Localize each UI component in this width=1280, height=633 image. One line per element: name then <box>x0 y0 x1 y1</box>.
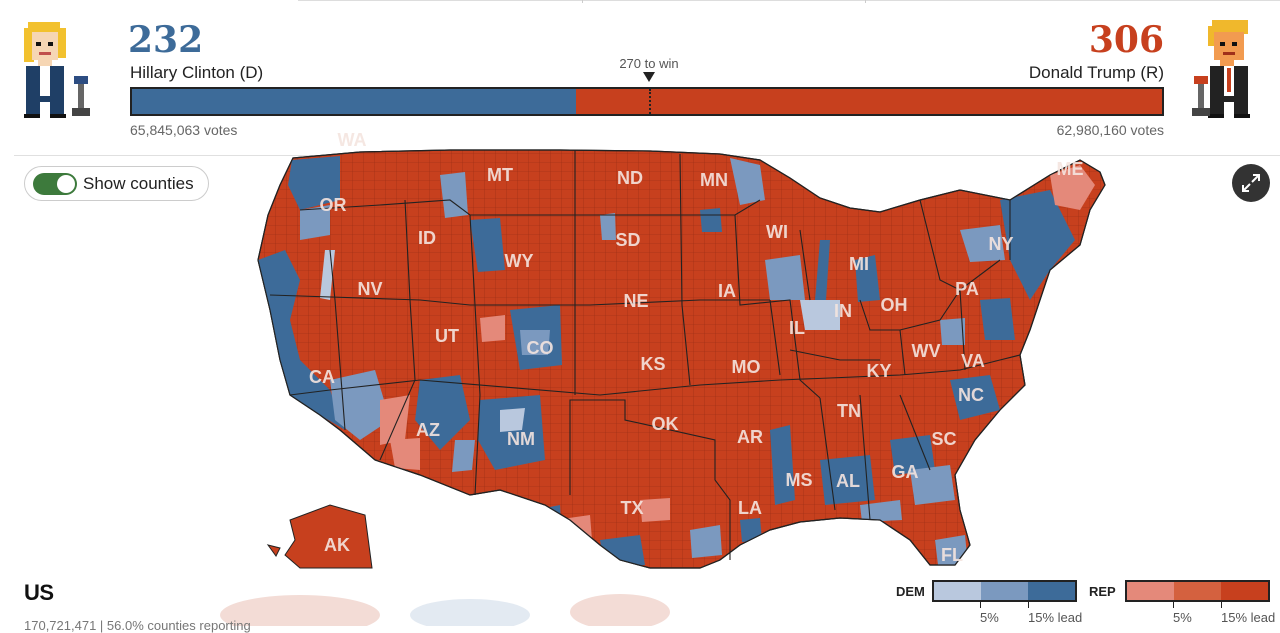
state-borders <box>269 150 1021 560</box>
state-label-ar: AR <box>737 427 763 447</box>
state-label-ne: NE <box>623 291 648 311</box>
toggle-knob <box>57 175 75 193</box>
state-label-wi: WI <box>766 222 788 242</box>
state-label-wa: WA <box>338 130 367 150</box>
toggle-switch[interactable] <box>33 173 77 195</box>
state-label-az: AZ <box>416 420 440 440</box>
rep-legend-5: 5% <box>1173 610 1192 625</box>
state-label-ak: AK <box>324 535 350 555</box>
rep-legend-label: REP <box>1089 584 1116 599</box>
state-label-va: VA <box>961 351 985 371</box>
dem-legend-tick <box>1028 602 1029 608</box>
state-label-nd: ND <box>617 168 643 188</box>
state-label-wy: WY <box>505 251 534 271</box>
electoral-vote-bar <box>130 87 1164 116</box>
state-labels: WA MT ND MN OR ID SD WI NY ME WY MI NV NE IA PA UT IN OH CO… <box>309 130 1084 565</box>
show-counties-toggle[interactable]: Show counties <box>24 166 209 201</box>
dem-legend-15: 15% lead <box>1028 610 1083 625</box>
state-label-mn: MN <box>700 170 728 190</box>
state-label-pa: PA <box>955 279 979 299</box>
state-label-wv: WV <box>912 341 941 361</box>
dem-legend-swatch-2 <box>981 582 1028 600</box>
state-label-ms: MS <box>786 470 813 490</box>
state-label-tx: TX <box>620 498 643 518</box>
state-label-sd: SD <box>615 230 640 250</box>
clinton-popular-votes: 65,845,063 votes <box>130 122 238 138</box>
trump-electoral-votes: 306 <box>1088 19 1164 61</box>
state-label-oh: OH <box>881 295 908 315</box>
state-label-ia: IA <box>718 281 736 301</box>
rep-legend-tick <box>1173 602 1174 608</box>
state-label-ny: NY <box>988 234 1013 254</box>
state-label-mi: MI <box>849 254 869 274</box>
clinton-name: Hillary Clinton (D) <box>130 63 264 82</box>
state-label-id: ID <box>418 228 436 248</box>
state-label-mo: MO <box>732 357 761 377</box>
dem-legend-tick <box>980 602 981 608</box>
threshold-line <box>648 89 651 114</box>
state-label-tn: TN <box>837 401 861 421</box>
state-label-mt: MT <box>487 165 513 185</box>
top-rule <box>298 0 1280 3</box>
state-label-me: ME <box>1057 159 1084 179</box>
rep-bar-segment <box>575 89 1162 114</box>
toggle-label: Show counties <box>83 174 194 193</box>
state-label-ca: CA <box>309 367 335 387</box>
rep-legend-15: 15% lead <box>1221 610 1276 625</box>
alaska-shadow <box>220 595 380 626</box>
expand-button[interactable] <box>1232 164 1270 202</box>
state-label-ut: UT <box>435 326 459 346</box>
rep-legend-swatch-3 <box>1221 582 1268 600</box>
island-shadow <box>570 594 670 626</box>
state-label-nm: NM <box>507 429 535 449</box>
hawaii-shadow <box>410 599 530 626</box>
state-label-ks: KS <box>640 354 665 374</box>
state-label-sc: SC <box>931 429 956 449</box>
dem-legend-label: DEM <box>896 584 925 599</box>
expand-icon <box>1242 174 1260 192</box>
alaska-shape <box>284 504 373 569</box>
region-title: US <box>24 580 54 605</box>
state-label-al: AL <box>836 471 860 491</box>
dem-legend-swatch-1 <box>934 582 981 600</box>
state-label-co: CO <box>527 338 554 358</box>
rep-legend-swatch-2 <box>1174 582 1221 600</box>
state-label-in: IN <box>834 301 852 321</box>
dem-legend-swatch-3 <box>1028 582 1075 600</box>
state-label-ky: KY <box>866 361 891 381</box>
trump-avatar-icon <box>1190 18 1268 122</box>
state-label-ok: OK <box>652 414 679 434</box>
state-label-nv: NV <box>357 279 382 299</box>
dem-bar-segment <box>132 89 576 114</box>
state-label-il: IL <box>789 318 805 338</box>
clinton-electoral-votes: 232 <box>128 19 204 61</box>
state-label-or: OR <box>320 195 347 215</box>
rep-legend-scale <box>1125 580 1270 602</box>
clinton-avatar-icon <box>18 18 96 122</box>
dem-legend-scale <box>932 580 1077 602</box>
state-label-la: LA <box>738 498 762 518</box>
trump-popular-votes: 62,980,160 votes <box>1056 122 1164 138</box>
rep-legend-tick <box>1221 602 1222 608</box>
state-label-nc: NC <box>958 385 984 405</box>
threshold-arrow-icon <box>642 72 655 82</box>
dem-legend-5: 5% <box>980 610 999 625</box>
state-label-ga: GA <box>892 462 919 482</box>
threshold-label: 270 to win <box>619 56 679 71</box>
trump-name: Donald Trump (R) <box>1028 63 1164 82</box>
rep-legend-swatch-1 <box>1127 582 1174 600</box>
state-label-fl: FL <box>941 545 963 565</box>
